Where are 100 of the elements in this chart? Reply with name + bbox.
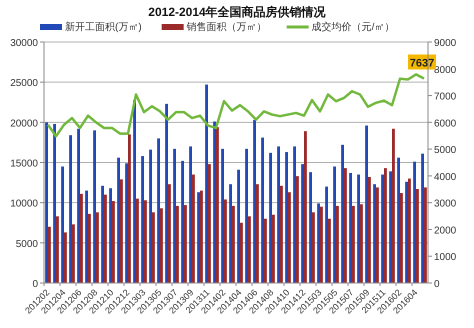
bar bbox=[168, 184, 171, 283]
bar bbox=[253, 120, 256, 283]
bar bbox=[344, 168, 347, 283]
bar bbox=[93, 130, 96, 283]
bar bbox=[248, 216, 251, 283]
chart-title: 2012-2014年全国商品房供销情况 bbox=[148, 5, 327, 19]
bar bbox=[368, 176, 371, 283]
bar bbox=[229, 184, 232, 283]
bar bbox=[392, 128, 395, 283]
y2-tick-label: 7000 bbox=[434, 92, 457, 103]
bar bbox=[72, 224, 75, 283]
y2-tick-label: 6000 bbox=[434, 118, 457, 130]
bar bbox=[293, 146, 296, 283]
bar bbox=[280, 186, 283, 283]
bar bbox=[149, 150, 152, 283]
bar bbox=[325, 186, 328, 283]
bar bbox=[416, 189, 419, 283]
bar bbox=[69, 135, 72, 283]
bar bbox=[85, 190, 88, 283]
bar bbox=[304, 131, 307, 283]
bar bbox=[312, 212, 315, 283]
bar bbox=[389, 171, 392, 283]
y2-tick-label: 0 bbox=[434, 279, 440, 290]
bar bbox=[208, 164, 211, 283]
bar bbox=[125, 163, 128, 283]
bar bbox=[133, 100, 136, 283]
bar bbox=[197, 192, 200, 283]
line-series bbox=[46, 73, 426, 138]
y2-tick-label: 1000 bbox=[434, 252, 457, 264]
bar bbox=[240, 222, 243, 283]
bar bbox=[320, 206, 323, 283]
bar bbox=[109, 188, 112, 283]
bar bbox=[365, 126, 368, 283]
bar bbox=[157, 138, 160, 283]
bar bbox=[285, 152, 288, 283]
bar bbox=[221, 148, 224, 283]
bar bbox=[128, 134, 131, 283]
y-tick-label: 25000 bbox=[10, 78, 38, 90]
bar bbox=[80, 194, 83, 283]
legend-label: 销售面积（万㎡） bbox=[186, 21, 267, 33]
bar bbox=[296, 176, 299, 283]
bar bbox=[269, 152, 272, 283]
bar bbox=[381, 174, 384, 283]
bar bbox=[357, 174, 360, 283]
bar bbox=[272, 214, 275, 283]
bar bbox=[136, 198, 139, 283]
bar bbox=[328, 218, 331, 283]
bar bbox=[408, 178, 411, 283]
bar bbox=[333, 166, 336, 283]
bar bbox=[189, 146, 192, 283]
bar bbox=[224, 199, 227, 283]
bar bbox=[301, 164, 304, 283]
bar bbox=[88, 214, 91, 283]
bar bbox=[349, 172, 352, 283]
bar bbox=[384, 168, 387, 283]
bar bbox=[144, 200, 147, 283]
bar bbox=[96, 212, 99, 283]
y-tick-label: 5000 bbox=[16, 238, 38, 250]
bar bbox=[264, 218, 267, 283]
bar bbox=[101, 186, 104, 283]
bar bbox=[277, 146, 280, 283]
bar bbox=[373, 184, 376, 283]
bar bbox=[45, 122, 48, 283]
bar bbox=[56, 216, 59, 283]
bar bbox=[117, 158, 120, 283]
bar bbox=[400, 193, 403, 283]
y2-tick-label: 5000 bbox=[434, 145, 457, 156]
y-tick-label: 0 bbox=[32, 279, 38, 290]
bar bbox=[237, 170, 240, 283]
bar bbox=[256, 184, 259, 283]
bar bbox=[245, 148, 248, 283]
bar bbox=[53, 124, 56, 283]
bar bbox=[213, 122, 216, 283]
y-tick-label: 20000 bbox=[10, 118, 38, 130]
bar bbox=[61, 166, 64, 283]
bar bbox=[48, 226, 51, 283]
bar bbox=[77, 128, 80, 283]
bar bbox=[232, 206, 235, 283]
bar bbox=[352, 206, 355, 283]
bar bbox=[141, 156, 144, 283]
bar bbox=[288, 192, 291, 283]
bar bbox=[317, 203, 320, 283]
bar bbox=[181, 160, 184, 283]
bar bbox=[184, 205, 187, 283]
legend-label: 新开工面积(万㎡) bbox=[65, 21, 142, 33]
bar bbox=[104, 194, 107, 283]
bar bbox=[192, 174, 195, 283]
bar bbox=[376, 187, 379, 283]
bar bbox=[261, 138, 264, 283]
bar bbox=[424, 187, 427, 283]
y-tick-label: 15000 bbox=[10, 158, 38, 170]
bar bbox=[397, 158, 400, 283]
bar bbox=[405, 182, 408, 283]
bar bbox=[160, 208, 163, 283]
bar bbox=[413, 162, 416, 283]
y2-tick-label: 9000 bbox=[434, 38, 457, 49]
bar bbox=[341, 144, 344, 283]
bar bbox=[173, 148, 176, 283]
bar bbox=[200, 190, 203, 283]
legend-label: 成交均价（元/㎡） bbox=[312, 21, 394, 33]
